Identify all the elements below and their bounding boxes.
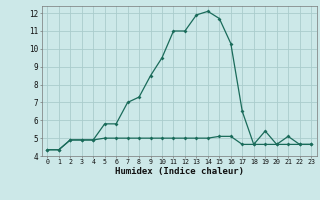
X-axis label: Humidex (Indice chaleur): Humidex (Indice chaleur) — [115, 167, 244, 176]
